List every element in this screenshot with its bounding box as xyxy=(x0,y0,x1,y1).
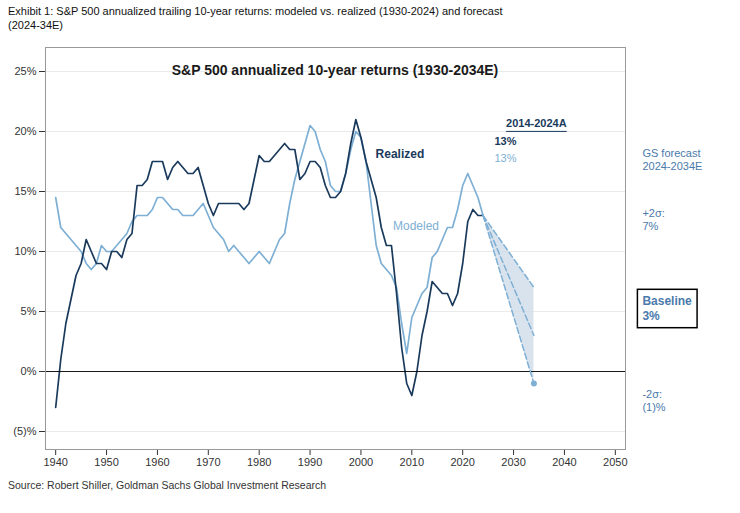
svg-text:(5)%: (5)% xyxy=(13,425,36,437)
svg-text:2040: 2040 xyxy=(552,456,576,468)
svg-text:1990: 1990 xyxy=(298,456,322,468)
html-text:Source: Robert Shiller, Goldma: Source: Robert Shiller, Goldman Sachs Gl… xyxy=(8,478,327,491)
svg-text:5%: 5% xyxy=(21,305,37,317)
svg-text:Realized: Realized xyxy=(376,146,425,160)
svg-text:0%: 0% xyxy=(21,365,37,377)
svg-text:S&P 500 annualized 10-year ret: S&P 500 annualized 10-year returns (1930… xyxy=(172,62,499,78)
svg-text:1970: 1970 xyxy=(196,456,220,468)
svg-text:15%: 15% xyxy=(14,185,36,197)
svg-text:+2σ:7%: +2σ:7% xyxy=(642,207,664,232)
html-text:Exhibit 1: S&P 500 annualized: Exhibit 1: S&P 500 annualized trailing 1… xyxy=(8,5,503,32)
svg-text:1960: 1960 xyxy=(145,456,169,468)
svg-text:-2σ:(1)%: -2σ:(1)% xyxy=(642,388,665,413)
svg-text:20%: 20% xyxy=(14,125,36,137)
svg-text:2030: 2030 xyxy=(501,456,525,468)
svg-text:Modeled: Modeled xyxy=(393,218,439,232)
svg-text:1950: 1950 xyxy=(94,456,118,468)
svg-text:Baseline3%: Baseline3% xyxy=(642,294,692,322)
svg-text:2020: 2020 xyxy=(450,456,474,468)
svg-text:1980: 1980 xyxy=(247,456,271,468)
svg-text:2010: 2010 xyxy=(400,456,424,468)
svg-text:2000: 2000 xyxy=(349,456,373,468)
svg-text:2050: 2050 xyxy=(603,456,627,468)
svg-text:13%: 13% xyxy=(495,135,517,147)
svg-text:10%: 10% xyxy=(14,245,36,257)
svg-text:25%: 25% xyxy=(14,65,36,77)
svg-text:1940: 1940 xyxy=(43,456,67,468)
svg-text:GS forecast2024-2034E: GS forecast2024-2034E xyxy=(642,146,702,171)
svg-text:13%: 13% xyxy=(495,151,517,163)
svg-text:2014-2024A: 2014-2024A xyxy=(506,117,567,129)
